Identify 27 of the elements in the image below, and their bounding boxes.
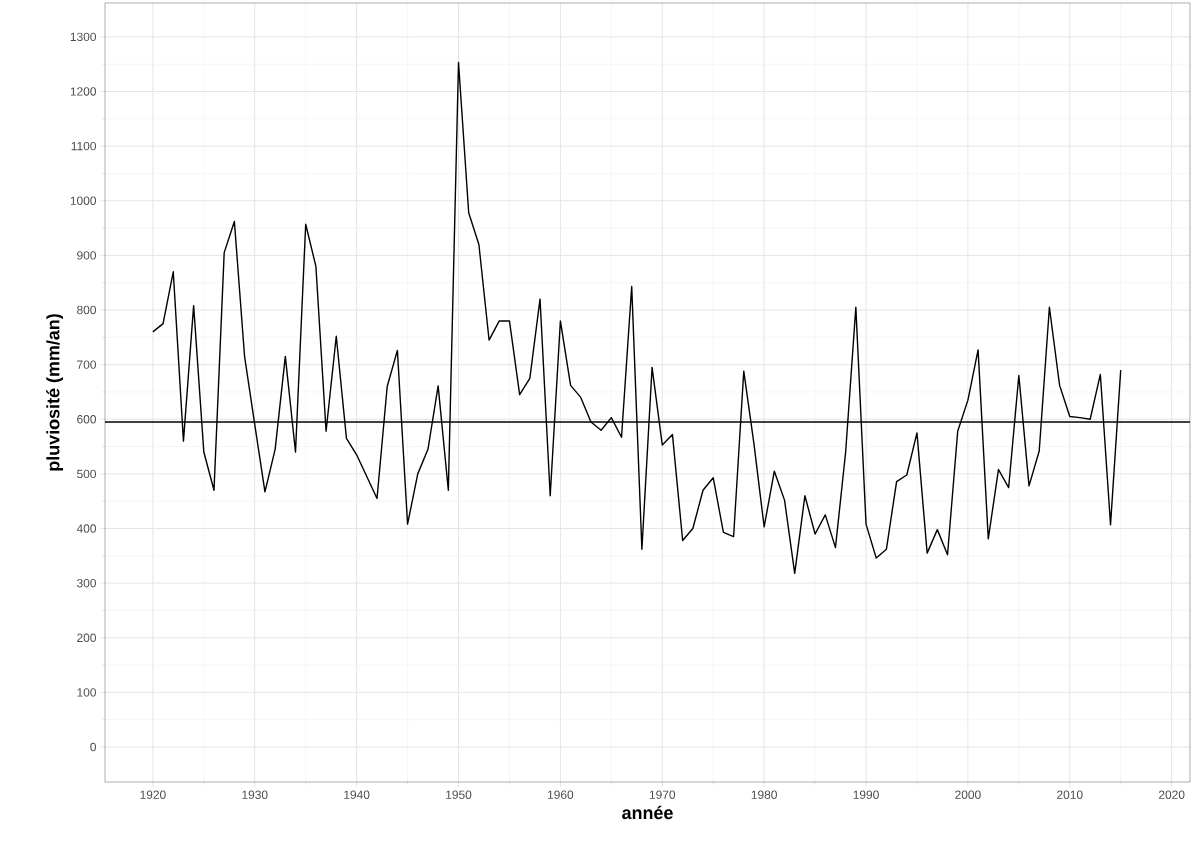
x-tick-label: 1990: [853, 790, 879, 799]
y-tick-label: 1000: [70, 196, 97, 205]
x-tick-label: 2020: [1158, 790, 1185, 799]
x-tick-label: 1920: [140, 790, 166, 799]
y-tick-label: 1300: [70, 32, 97, 42]
x-tick-label: 1960: [548, 790, 574, 799]
y-tick-label: 400: [76, 524, 97, 533]
y-tick-label: 100: [77, 688, 97, 697]
y-tick-label: 200: [77, 633, 97, 642]
y-tick-label: 0: [90, 742, 97, 752]
y-tick-label: 1200: [70, 87, 97, 96]
x-tick-label: 1970: [649, 790, 676, 799]
x-tick-label: 1940: [344, 790, 370, 799]
x-tick-label: 1950: [446, 790, 472, 799]
x-tick-label: 2000: [955, 790, 981, 799]
x-axis-title: année: [622, 805, 673, 820]
y-tick-label: 700: [77, 360, 97, 369]
x-tick-label: 1930: [242, 790, 268, 799]
x-tick-label: 2010: [1057, 790, 1083, 799]
y-tick-label: 900: [77, 251, 97, 260]
x-tick-label: 1980: [751, 790, 777, 799]
y-tick-label: 500: [77, 469, 97, 479]
y-tick-label: 300: [76, 578, 97, 588]
y-tick-label: 600: [77, 415, 97, 424]
y-tick-label: 800: [77, 305, 97, 315]
y-axis-title: pluviosité (mm/an): [46, 314, 64, 471]
y-tick-label: 1100: [71, 141, 97, 151]
